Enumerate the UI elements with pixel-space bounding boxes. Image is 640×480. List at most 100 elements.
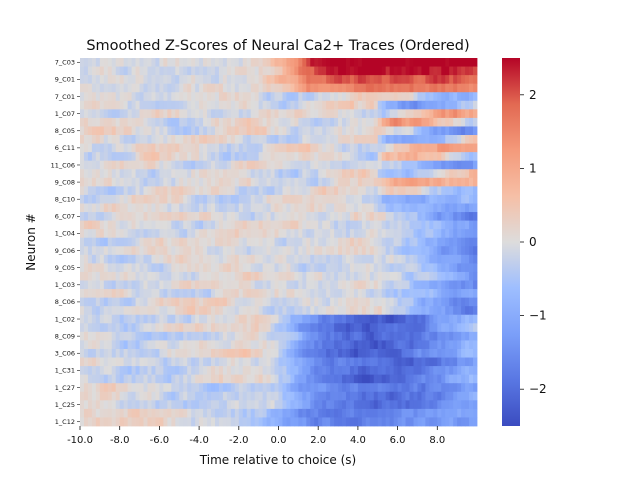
- heatmap-cell: [290, 109, 295, 119]
- heatmap-cell: [417, 177, 422, 187]
- heatmap-cell: [349, 400, 355, 410]
- heatmap-cell: [373, 383, 379, 393]
- heatmap-cell: [163, 280, 168, 290]
- heatmap-cell: [453, 323, 458, 333]
- heatmap-cell: [393, 109, 398, 119]
- heatmap-cell: [171, 348, 176, 358]
- heatmap-cell: [115, 66, 121, 76]
- heatmap-cell: [234, 391, 240, 401]
- heatmap-cell: [218, 186, 224, 196]
- heatmap-cell: [314, 143, 319, 153]
- heatmap-cell: [266, 220, 271, 230]
- heatmap-cell: [266, 314, 271, 324]
- heatmap-cell: [361, 383, 367, 393]
- heatmap-cell: [405, 194, 410, 204]
- heatmap-cell: [306, 229, 311, 239]
- heatmap-cell: [401, 203, 406, 213]
- heatmap-cell: [298, 186, 303, 196]
- heatmap-cell: [302, 152, 307, 162]
- heatmap-cell: [393, 417, 398, 427]
- heatmap-cell: [226, 203, 232, 213]
- heatmap-cell: [385, 400, 391, 410]
- heatmap-cell: [214, 340, 220, 350]
- heatmap-cell: [433, 92, 438, 102]
- heatmap-cell: [365, 340, 371, 350]
- heatmap-cell: [274, 177, 279, 187]
- heatmap-cell: [338, 152, 343, 162]
- heatmap-cell: [151, 177, 156, 187]
- heatmap-cell: [183, 58, 188, 67]
- heatmap-cell: [234, 194, 240, 204]
- heatmap-cell: [115, 357, 121, 367]
- heatmap-cell: [425, 391, 430, 401]
- heatmap-cell: [373, 237, 379, 247]
- heatmap-cell: [80, 357, 85, 367]
- heatmap-cell: [473, 160, 478, 170]
- heatmap-cell: [127, 289, 133, 299]
- heatmap-cell: [127, 92, 133, 102]
- heatmap-cell: [445, 237, 450, 247]
- heatmap-cell: [135, 152, 140, 162]
- heatmap-cell: [262, 117, 267, 127]
- heatmap-cell: [242, 263, 248, 273]
- heatmap-cell: [99, 160, 105, 170]
- heatmap-cell: [83, 66, 89, 76]
- heatmap-cell: [449, 340, 454, 350]
- heatmap-cell: [330, 331, 335, 341]
- heatmap-cell: [282, 66, 287, 76]
- heatmap-cell: [425, 66, 430, 76]
- heatmap-cell: [107, 391, 113, 401]
- heatmap-cell: [437, 135, 442, 144]
- heatmap-cell: [353, 366, 359, 376]
- heatmap-cell: [314, 117, 319, 127]
- heatmap-cell: [119, 271, 125, 281]
- heatmap-cell: [361, 160, 367, 170]
- heatmap-cell: [274, 263, 279, 273]
- heatmap-cell: [195, 374, 200, 384]
- heatmap-cell: [171, 220, 176, 230]
- heatmap-cell: [80, 220, 85, 230]
- heatmap-cell: [87, 271, 93, 281]
- heatmap-cell: [151, 391, 156, 401]
- heatmap-cell: [345, 417, 351, 427]
- heatmap-cell: [417, 366, 422, 376]
- heatmap-cell: [147, 229, 152, 239]
- heatmap-cell: [203, 92, 208, 102]
- heatmap-cell: [437, 383, 442, 393]
- heatmap-cell: [473, 92, 478, 102]
- heatmap-cell: [214, 100, 220, 110]
- heatmap-cell: [381, 109, 387, 119]
- heatmap-cell: [111, 66, 117, 76]
- heatmap-cell: [91, 417, 97, 427]
- heatmap-cell: [409, 383, 414, 393]
- heatmap-cell: [437, 143, 442, 153]
- heatmap-cell: [87, 237, 93, 247]
- heatmap-cell: [195, 100, 200, 110]
- heatmap-cell: [115, 383, 121, 393]
- heatmap-cell: [461, 203, 466, 213]
- heatmap-cell: [135, 297, 140, 307]
- heatmap-cell: [453, 408, 458, 418]
- heatmap-cell: [163, 83, 168, 93]
- heatmap-cell: [397, 117, 402, 127]
- heatmap-cell: [250, 194, 256, 204]
- heatmap-cell: [262, 383, 267, 393]
- heatmap-cell: [187, 366, 192, 376]
- heatmap-cell: [226, 417, 232, 427]
- heatmap-cell: [163, 314, 168, 324]
- heatmap-cell: [167, 306, 172, 316]
- heatmap-cell: [405, 271, 410, 281]
- heatmap-cell: [218, 212, 224, 222]
- heatmap-cell: [80, 306, 85, 316]
- heatmap-cell: [409, 340, 414, 350]
- heatmap-cell: [294, 374, 299, 384]
- heatmap-cell: [445, 83, 450, 93]
- heatmap-cell: [139, 289, 144, 299]
- heatmap-cell: [326, 331, 331, 341]
- heatmap-cell: [365, 374, 371, 384]
- heatmap-cell: [369, 306, 375, 316]
- heatmap-cell: [349, 374, 355, 384]
- heatmap-cell: [338, 92, 343, 102]
- heatmap-cell: [338, 280, 343, 290]
- heatmap-cell: [385, 246, 391, 256]
